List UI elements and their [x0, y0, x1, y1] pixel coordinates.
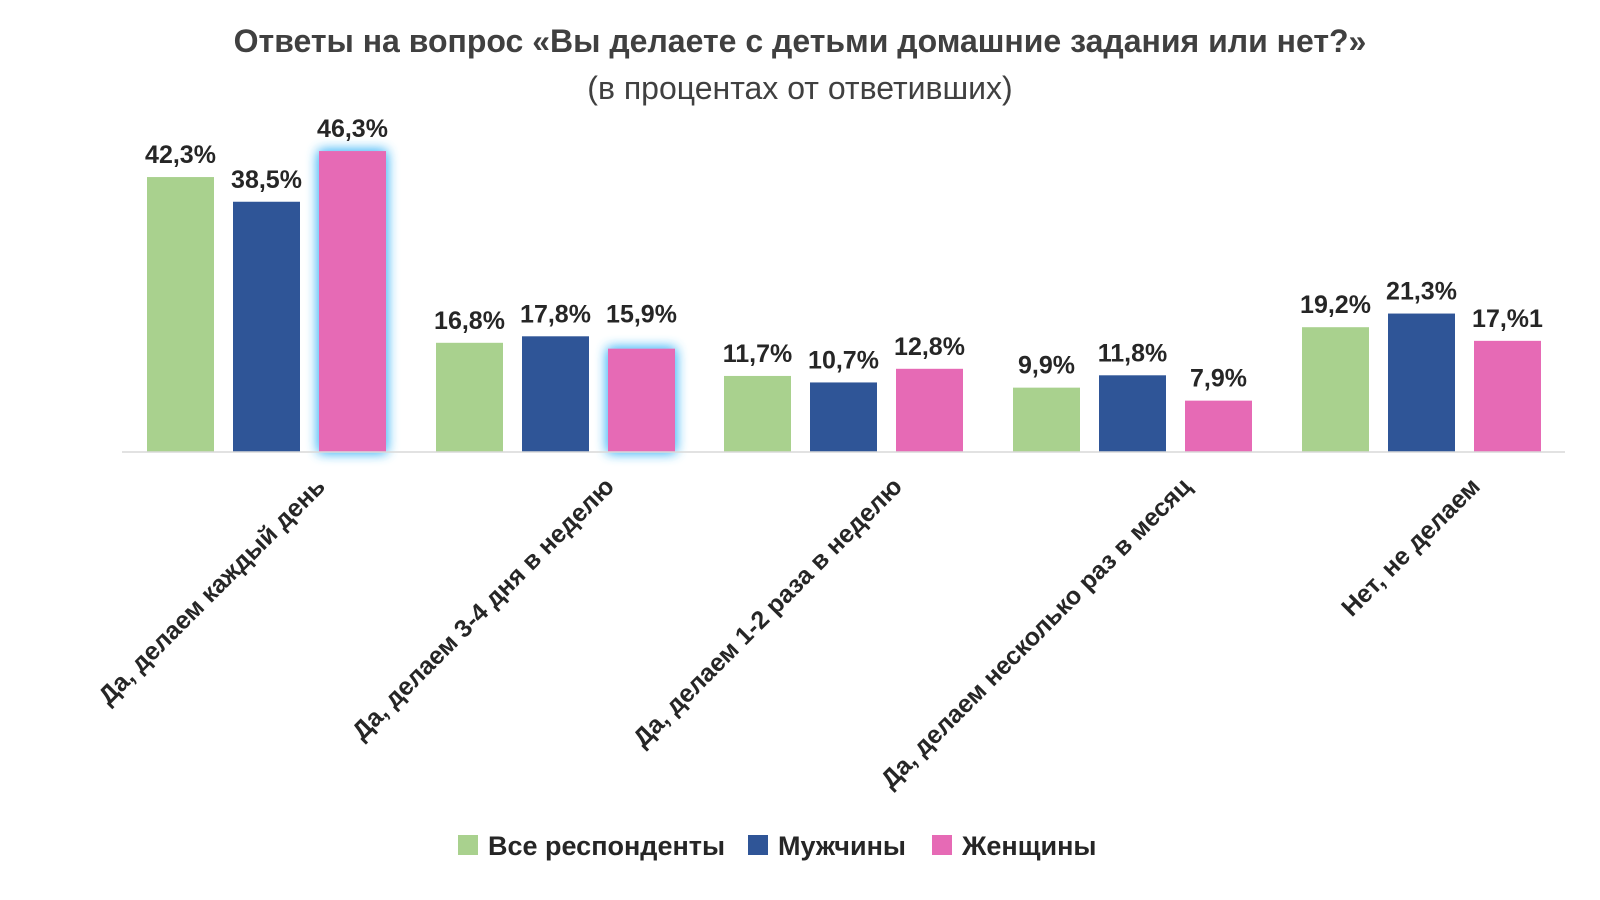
- bar-1-1: [147, 177, 214, 453]
- bar-3-3: [896, 368, 963, 452]
- data-label: 10,7%: [808, 346, 879, 374]
- data-label: 17,%1: [1472, 305, 1543, 333]
- category-label: Да, делаем каждый день: [93, 472, 331, 710]
- bar-1-3: [724, 375, 791, 452]
- data-label: 42,3%: [145, 141, 216, 169]
- bar-2-2: [522, 336, 589, 452]
- data-label: 12,8%: [894, 333, 965, 361]
- data-label: 15,9%: [606, 301, 677, 329]
- legend-swatch: [932, 835, 952, 855]
- bar-3-1: [319, 151, 386, 453]
- legend-label: Женщины: [961, 831, 1096, 861]
- bar-2-5: [1388, 313, 1455, 452]
- data-label: 11,7%: [723, 340, 793, 368]
- data-label: 16,8%: [434, 307, 505, 335]
- legend-swatch: [458, 835, 478, 855]
- category-label: Нет, не делаем: [1336, 472, 1486, 622]
- bar-3-5: [1474, 340, 1541, 452]
- legend-label: Все респонденты: [488, 831, 725, 861]
- bar-1-2: [436, 342, 503, 452]
- category-label: Да, делаем 1-2 раза в неделю: [628, 472, 908, 752]
- data-label: 7,9%: [1190, 365, 1247, 393]
- bar-3-4: [1185, 400, 1252, 452]
- chart-title: Ответы на вопрос «Вы делаете с детьми до…: [234, 23, 1367, 59]
- data-label: 21,3%: [1386, 278, 1457, 306]
- category-labels: Да, делаем каждый день Да, делаем 3-4 дня…: [93, 472, 1486, 794]
- bar-2-1: [233, 201, 300, 452]
- legend-swatch: [748, 835, 768, 855]
- bar-1-5: [1302, 327, 1369, 452]
- data-label: 46,3%: [317, 115, 388, 143]
- data-label: 17,8%: [520, 300, 591, 328]
- legend-label: Мужчины: [778, 831, 906, 861]
- data-label: 38,5%: [231, 166, 302, 194]
- legend: Все респонденты Мужчины Женщины: [458, 831, 1096, 861]
- category-label: Да, делаем 3-4 дня в неделю: [347, 472, 620, 745]
- bar-2-4: [1099, 375, 1166, 452]
- data-label: 19,2%: [1300, 291, 1371, 319]
- bar-2-3: [810, 382, 877, 452]
- category-label: Да, делаем несколько раз в месяц: [875, 472, 1197, 794]
- data-label: 11,8%: [1098, 339, 1168, 367]
- data-label: 9,9%: [1018, 352, 1075, 380]
- bar-3-2: [608, 348, 675, 452]
- bar-1-4: [1013, 387, 1080, 452]
- chart-subtitle: (в процентах от ответивших): [587, 70, 1012, 106]
- bars-layer: 42,3% 16,8% 11,7% 9,9% 19,2% 38,5% 17,8% 10,7% 1…: [145, 115, 1543, 453]
